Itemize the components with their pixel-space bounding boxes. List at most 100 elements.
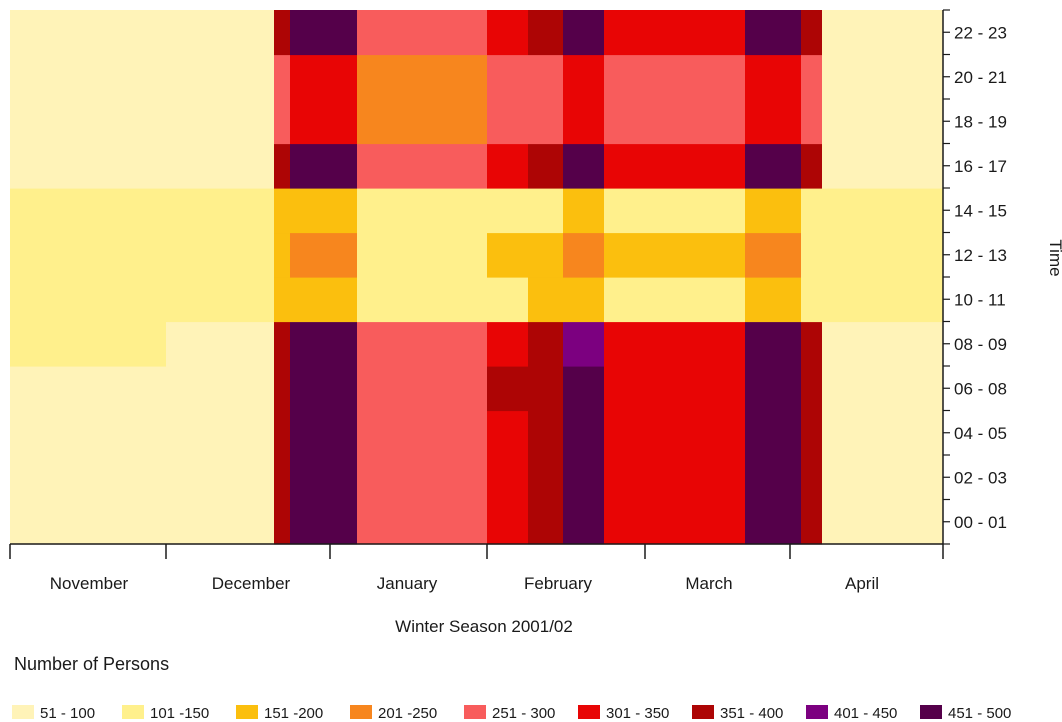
- heatmap-cell: [822, 277, 943, 323]
- y-tick-label: 00 - 01: [954, 513, 1007, 532]
- heatmap-cell: [563, 54, 604, 100]
- heatmap-cell: [822, 99, 943, 145]
- heatmap-cell: [528, 188, 563, 234]
- heatmap-cell: [274, 188, 290, 234]
- heatmap-cell: [10, 143, 166, 189]
- legend-label: 301 - 350: [606, 705, 669, 722]
- heatmap-cell: [604, 277, 745, 323]
- heatmap-cell: [822, 499, 943, 545]
- heatmap-cell: [487, 232, 528, 278]
- x-axis-tick-labels: November December January February March Apri…: [50, 574, 879, 593]
- heatmap-cell: [290, 410, 357, 456]
- heatmap-cell: [745, 54, 801, 100]
- y-tick-label: 18 - 19: [954, 112, 1007, 131]
- heatmap-cell: [745, 366, 801, 412]
- y-tick-label: 16 - 17: [954, 157, 1007, 176]
- heatmap-cell: [357, 232, 487, 278]
- legend-swatch: [920, 705, 942, 719]
- x-tick-label: January: [377, 574, 438, 593]
- heatmap-cell: [487, 499, 528, 545]
- heatmap-cell: [357, 455, 487, 501]
- heatmap-cell: [563, 410, 604, 456]
- y-tick-label: 04 - 05: [954, 424, 1007, 443]
- heatmap-cell: [604, 143, 745, 189]
- heatmap-cell: [745, 143, 801, 189]
- heatmap-cell: [290, 277, 357, 323]
- heatmap-cell: [166, 455, 274, 501]
- heatmap-cell: [801, 277, 822, 323]
- axes: [9, 9, 950, 559]
- heatmap-cell: [10, 366, 166, 412]
- heatmap-cell: [801, 366, 822, 412]
- heatmap-cell: [745, 455, 801, 501]
- heatmap-cell: [487, 143, 528, 189]
- heatmap-cell: [801, 410, 822, 456]
- legend-swatch: [12, 705, 34, 719]
- heatmap-cell: [822, 232, 943, 278]
- heatmap-cell: [563, 143, 604, 189]
- heatmap-cell: [745, 99, 801, 145]
- heatmap-cell: [563, 455, 604, 501]
- legend-swatch: [122, 705, 144, 719]
- heatmap-cell: [801, 455, 822, 501]
- heatmap-cell: [290, 455, 357, 501]
- heatmap-cell: [10, 455, 166, 501]
- heatmap-cell: [10, 99, 166, 145]
- heatmap-cell: [563, 188, 604, 234]
- heatmap-cell: [822, 10, 943, 56]
- heatmap-cell: [166, 499, 274, 545]
- heatmap-cell: [801, 321, 822, 367]
- heatmap-cell: [357, 321, 487, 367]
- heatmap-cell: [822, 366, 943, 412]
- heatmap-cell: [745, 188, 801, 234]
- heatmap-cell: [274, 455, 290, 501]
- heatmap-cell: [290, 99, 357, 145]
- heatmap-cell: [487, 10, 528, 56]
- heatmap-cell: [604, 455, 745, 501]
- heatmap-cell: [822, 143, 943, 189]
- heatmap-cell: [487, 54, 528, 100]
- heatmap-cell: [604, 321, 745, 367]
- legend-title: Number of Persons: [14, 654, 169, 674]
- heatmap-cell: [801, 99, 822, 145]
- heatmap-cell: [745, 321, 801, 367]
- heatmap-cell: [487, 321, 528, 367]
- legend-swatch: [692, 705, 714, 719]
- heatmap-cell: [166, 54, 274, 100]
- heatmap-cell: [528, 54, 563, 100]
- heatmap-cell: [357, 410, 487, 456]
- heatmap-cell: [487, 455, 528, 501]
- legend-label: 51 - 100: [40, 705, 95, 722]
- heatmap-cell: [822, 455, 943, 501]
- heatmap-cell: [745, 277, 801, 323]
- heatmap-cell: [487, 277, 528, 323]
- heatmap-cell: [563, 232, 604, 278]
- heatmap-cell: [745, 10, 801, 56]
- heatmap-cell: [166, 10, 274, 56]
- legend-label: 151 -200: [264, 705, 323, 722]
- heatmap-cell: [604, 232, 745, 278]
- heatmap-cell: [604, 99, 745, 145]
- heatmap-cell: [290, 366, 357, 412]
- heatmap-cell: [10, 321, 166, 367]
- heatmap-cell: [166, 321, 274, 367]
- legend-label: 451 - 500: [948, 705, 1011, 722]
- y-axis-tick-labels: 00 - 01 02 - 03 04 - 05 06 - 08 08 - 09 10 - …: [954, 23, 1007, 532]
- heatmap-cell: [745, 232, 801, 278]
- legend-swatch: [350, 705, 372, 719]
- heatmap-cell: [745, 410, 801, 456]
- heatmap-cell: [274, 54, 290, 100]
- heatmap-cell: [801, 143, 822, 189]
- heatmap-cell: [801, 54, 822, 100]
- y-tick-label: 08 - 09: [954, 335, 1007, 354]
- y-tick-label: 20 - 21: [954, 68, 1007, 87]
- x-tick-label: December: [212, 574, 291, 593]
- y-tick-label: 14 - 15: [954, 201, 1007, 220]
- heatmap-cell: [357, 499, 487, 545]
- legend: 51 - 100 101 -150 151 -200 201 -250 251 - 30…: [12, 705, 1011, 722]
- heatmap-cell: [604, 499, 745, 545]
- heatmap-cell: [822, 321, 943, 367]
- heatmap-cell: [166, 232, 274, 278]
- heatmap-cell: [357, 143, 487, 189]
- heatmap-cell: [357, 366, 487, 412]
